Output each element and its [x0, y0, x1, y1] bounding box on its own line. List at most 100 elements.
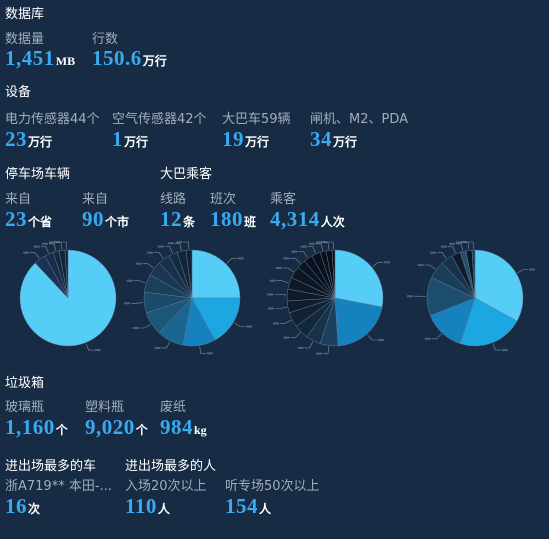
- pie-2-leader-line-12: [183, 241, 190, 250]
- plastic-bottle-value: 9,020个: [85, 415, 148, 442]
- bus-trip-label: 班次: [210, 192, 237, 207]
- bus-passenger-title: 大巴乘客: [160, 167, 213, 182]
- top-car-label: 浙A719** 本田-...: [5, 479, 112, 494]
- top-people-title: 进出场最多的人: [125, 459, 217, 474]
- pie-1-label-mark-2: [23, 251, 30, 254]
- pie-3-leader-line-14: [316, 243, 324, 251]
- pie-3-leader-line-13: [307, 246, 316, 254]
- pie-3-leader-line-15: [323, 242, 330, 250]
- entry-20-unit: 人: [157, 502, 170, 516]
- pie-3-leader-line-10: [282, 267, 294, 272]
- pie-3-leader-line-6: [280, 319, 292, 324]
- power-sensor-label: 电力传感器44个: [5, 112, 100, 127]
- listen-50-label: 听专场50次以上: [225, 479, 320, 494]
- pie-1-leader-line-5: [56, 242, 63, 250]
- pie-3-label-mark-12: [291, 250, 298, 253]
- bus-trip-value: 180班: [210, 207, 256, 234]
- devices-title: 设备: [5, 85, 32, 100]
- bus-device-number: 19: [222, 127, 244, 151]
- pie-1-label-mark-4: [42, 242, 49, 245]
- pie-2-leader-line-9: [154, 252, 164, 259]
- database-rows-unit: 万行: [142, 54, 167, 68]
- pie-2-label-mark-4: [154, 346, 161, 349]
- pie-3-label-mark-3: [316, 352, 322, 355]
- glass-bottle-label: 玻璃瓶: [5, 400, 45, 415]
- pie-4-slice-2: [459, 297, 518, 347]
- parking-title: 停车场车辆: [5, 167, 71, 182]
- pie-2-leader-line-4: [161, 341, 171, 349]
- database-size-number: 1,451: [5, 46, 55, 70]
- pie-3-label-mark-5: [283, 336, 290, 339]
- pie-2-leader-line-3: [199, 346, 206, 354]
- top-car-title: 进出场最多的车: [5, 459, 97, 474]
- pie-1-leader-line-4: [49, 243, 57, 251]
- power-sensor-unit: 万行: [28, 135, 53, 149]
- pie-3-label-mark-7: [268, 307, 274, 310]
- pie-4-leader-line-8: [456, 243, 464, 251]
- database-size-unit: MB: [55, 54, 76, 68]
- pie-2-leader-line-5: [139, 324, 151, 329]
- pie-4-leader-line-10: [468, 241, 474, 250]
- parking-city-label: 来自: [82, 192, 109, 207]
- entry-20-value: 110人: [125, 494, 170, 521]
- pie-2-label-mark-8: [135, 262, 142, 265]
- pie-3-leader-line-3: [323, 346, 330, 354]
- pie-4-label-mark-2: [501, 349, 508, 352]
- pie-3-slice-16: [331, 249, 336, 299]
- top-car-number: 16: [5, 494, 27, 518]
- pie-4-label-mark-7: [440, 245, 447, 248]
- bus-route-unit: 条: [183, 215, 196, 229]
- parking-province-number: 23: [5, 207, 27, 231]
- pie-4-leader-line-3: [431, 333, 442, 340]
- bus-passenger-unit: 人次: [320, 215, 345, 229]
- bus-device-value: 19万行: [222, 127, 269, 154]
- pie-3-leader-line-2: [367, 334, 377, 341]
- pie-4-leader-line-6: [437, 252, 447, 259]
- pie-4-leader-line-2: [492, 343, 501, 351]
- database-size-value: 1,451MB: [5, 46, 75, 73]
- air-sensor-number: 1: [112, 127, 123, 151]
- pie-1-leader-line-2: [30, 252, 40, 259]
- gate-device-label: 闸机、M2、PDA: [310, 112, 409, 127]
- power-sensor-number: 23: [5, 127, 27, 151]
- pie-4-label-mark-3: [424, 337, 431, 340]
- pie-4-label-mark-4: [407, 295, 413, 298]
- pie-2-label-mark-10: [157, 245, 164, 248]
- parking-city-unit: 个市: [105, 215, 130, 229]
- pie-chart-4: [407, 241, 536, 352]
- plastic-bottle-label: 塑料瓶: [85, 400, 125, 415]
- glass-bottle-number: 1,160: [5, 415, 55, 439]
- pie-2-label-mark-12: [176, 241, 183, 244]
- pie-3-label-mark-16: [321, 241, 328, 243]
- glass-bottle-unit: 个: [55, 423, 68, 437]
- bus-device-label: 大巴车59辆: [222, 112, 291, 127]
- pie-3-label-mark-14: [309, 242, 316, 245]
- pie-2-leader-line-11: [174, 243, 182, 251]
- entry-20-label: 入场20次以上: [125, 479, 207, 494]
- pie-charts: [19, 241, 536, 355]
- pie-3-label-mark-4: [297, 346, 304, 349]
- pie-chart-2: [124, 241, 253, 355]
- pie-1-label-mark-5: [49, 241, 55, 244]
- bus-trip-number: 180: [210, 207, 243, 231]
- gate-device-unit: 万行: [333, 135, 358, 149]
- bus-passenger-label: 乘客: [270, 192, 297, 207]
- pie-1-leader-line-3: [40, 246, 49, 254]
- pie-3-label-mark-9: [269, 279, 276, 282]
- pie-1-leader-line-6: [61, 241, 67, 250]
- entry-20-number: 110: [125, 494, 157, 518]
- pie-3-label-mark-1: [384, 261, 391, 264]
- pie-3-label-mark-15: [316, 241, 322, 244]
- paper-value: 984kg: [160, 415, 207, 442]
- pie-4-slice-1: [474, 249, 524, 322]
- pie-4-label-mark-5: [417, 264, 424, 267]
- pie-2-label-mark-7: [126, 279, 133, 282]
- pie-4-label-mark-1: [529, 268, 536, 271]
- pie-1-label-mark-3: [33, 245, 40, 248]
- database-size-label: 数据量: [5, 32, 45, 47]
- top-car-value: 16次: [5, 494, 40, 521]
- paper-unit: kg: [194, 423, 207, 437]
- pie-4-label-mark-9: [456, 241, 462, 244]
- pie-4-label-mark-8: [449, 242, 456, 245]
